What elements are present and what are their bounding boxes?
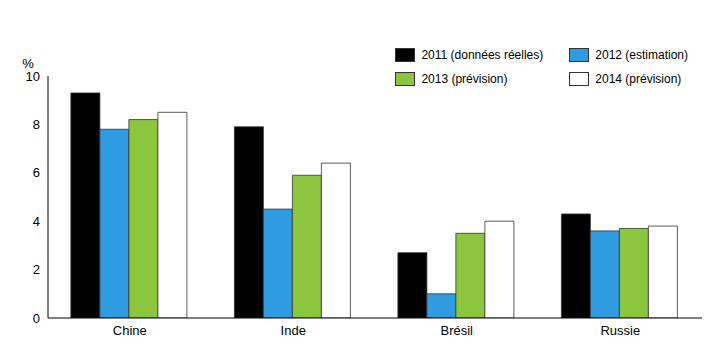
html-text:2014 (prévision): 2014 (prévision)	[595, 72, 682, 86]
svg-text:Russie: Russie	[600, 323, 640, 338]
svg-text:Brésil: Brésil	[440, 323, 473, 338]
svg-text:0: 0	[33, 311, 40, 326]
html-text:2012 (estimation): 2012 (estimation)	[595, 48, 688, 62]
svg-text:Inde: Inde	[281, 323, 306, 338]
svg-text:6: 6	[33, 165, 40, 180]
svg-text:2: 2	[33, 262, 40, 277]
svg-text:8: 8	[33, 117, 40, 132]
html-text:2011 (données réelles): 2011 (données réelles)	[421, 48, 544, 62]
svg-text:%: %	[22, 56, 34, 71]
svg-text:4: 4	[33, 214, 40, 229]
html-text:2013 (prévision): 2013 (prévision)	[421, 72, 508, 86]
svg-text:Chine: Chine	[113, 323, 147, 338]
svg-text:10: 10	[25, 68, 40, 84]
